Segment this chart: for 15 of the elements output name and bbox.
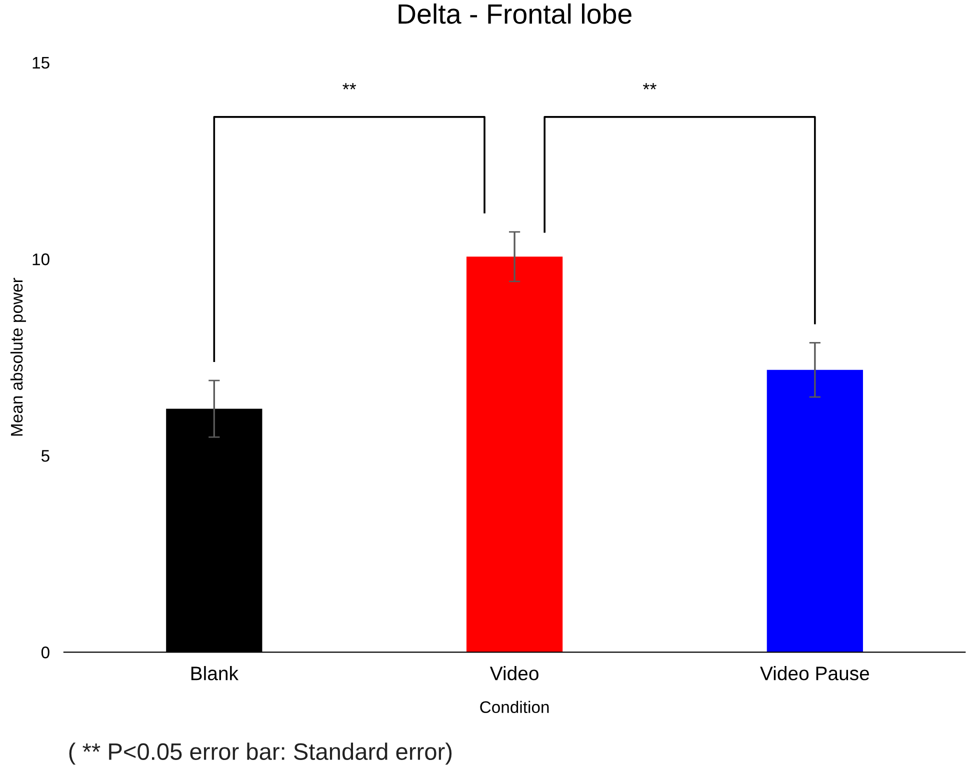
x-tick-label: Blank <box>191 666 238 680</box>
chart-title: Delta - Frontal lobe <box>398 3 632 24</box>
y-axis-title: Mean absolute power <box>10 278 26 436</box>
x-tick-label: Video <box>490 666 538 680</box>
annotation: ** <box>342 83 356 90</box>
x-tick-label: Video Pause <box>760 666 870 680</box>
y-tick-label: 15 <box>32 57 50 69</box>
x-axis-title: Condition <box>480 700 549 714</box>
text: ( ** P<0.05 error bar: Standard error) <box>69 742 452 765</box>
bar <box>766 370 863 652</box>
y-tick-label: 0 <box>41 646 50 658</box>
bar <box>466 256 563 652</box>
y-tick-label: 10 <box>32 253 50 266</box>
y-tick-label: 5 <box>41 450 50 462</box>
annotation: ** <box>642 83 656 90</box>
